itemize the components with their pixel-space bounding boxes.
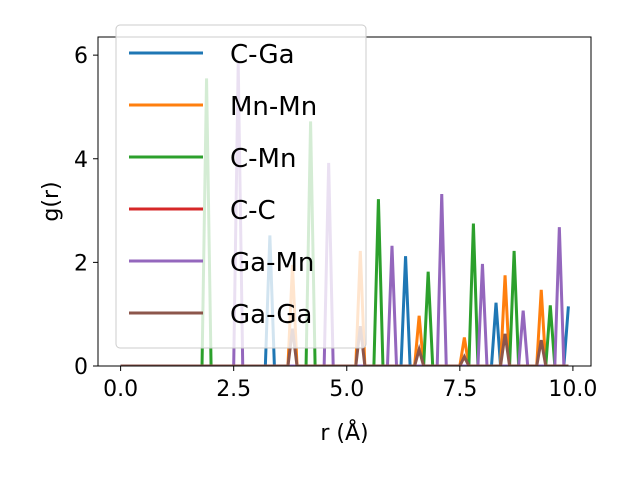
y-tick-label: 6 <box>74 44 88 69</box>
x-axis-label: r (Å) <box>320 419 368 446</box>
axes: 0.0 2.5 5.0 7.5 10.0 0 2 4 6 r (Å) g(r) <box>39 36 597 446</box>
plot-area <box>120 62 570 366</box>
legend-label: C-C <box>230 196 276 226</box>
legend-label: Ga-Ga <box>230 300 313 330</box>
x-tick-label: 2.5 <box>216 377 251 402</box>
legend: C-Ga Mn-Mn C-Mn C-C Ga-Mn Ga-Ga <box>115 24 367 349</box>
x-tick-label: 10.0 <box>548 377 597 402</box>
legend-label: Mn-Mn <box>230 92 317 122</box>
legend-label: C-Ga <box>230 40 295 70</box>
x-tick-label: 7.5 <box>442 377 477 402</box>
legend-label: Ga-Mn <box>230 248 314 278</box>
legend-label: C-Mn <box>230 144 296 174</box>
y-tick-label: 2 <box>74 251 88 276</box>
x-tick-label: 5.0 <box>329 377 364 402</box>
y-tick-label: 4 <box>74 148 88 173</box>
y-axis-label: g(r) <box>39 181 64 221</box>
series-line-c-ga <box>120 235 570 366</box>
x-tick-label: 0.0 <box>103 377 138 402</box>
y-tick-label: 0 <box>74 355 88 380</box>
